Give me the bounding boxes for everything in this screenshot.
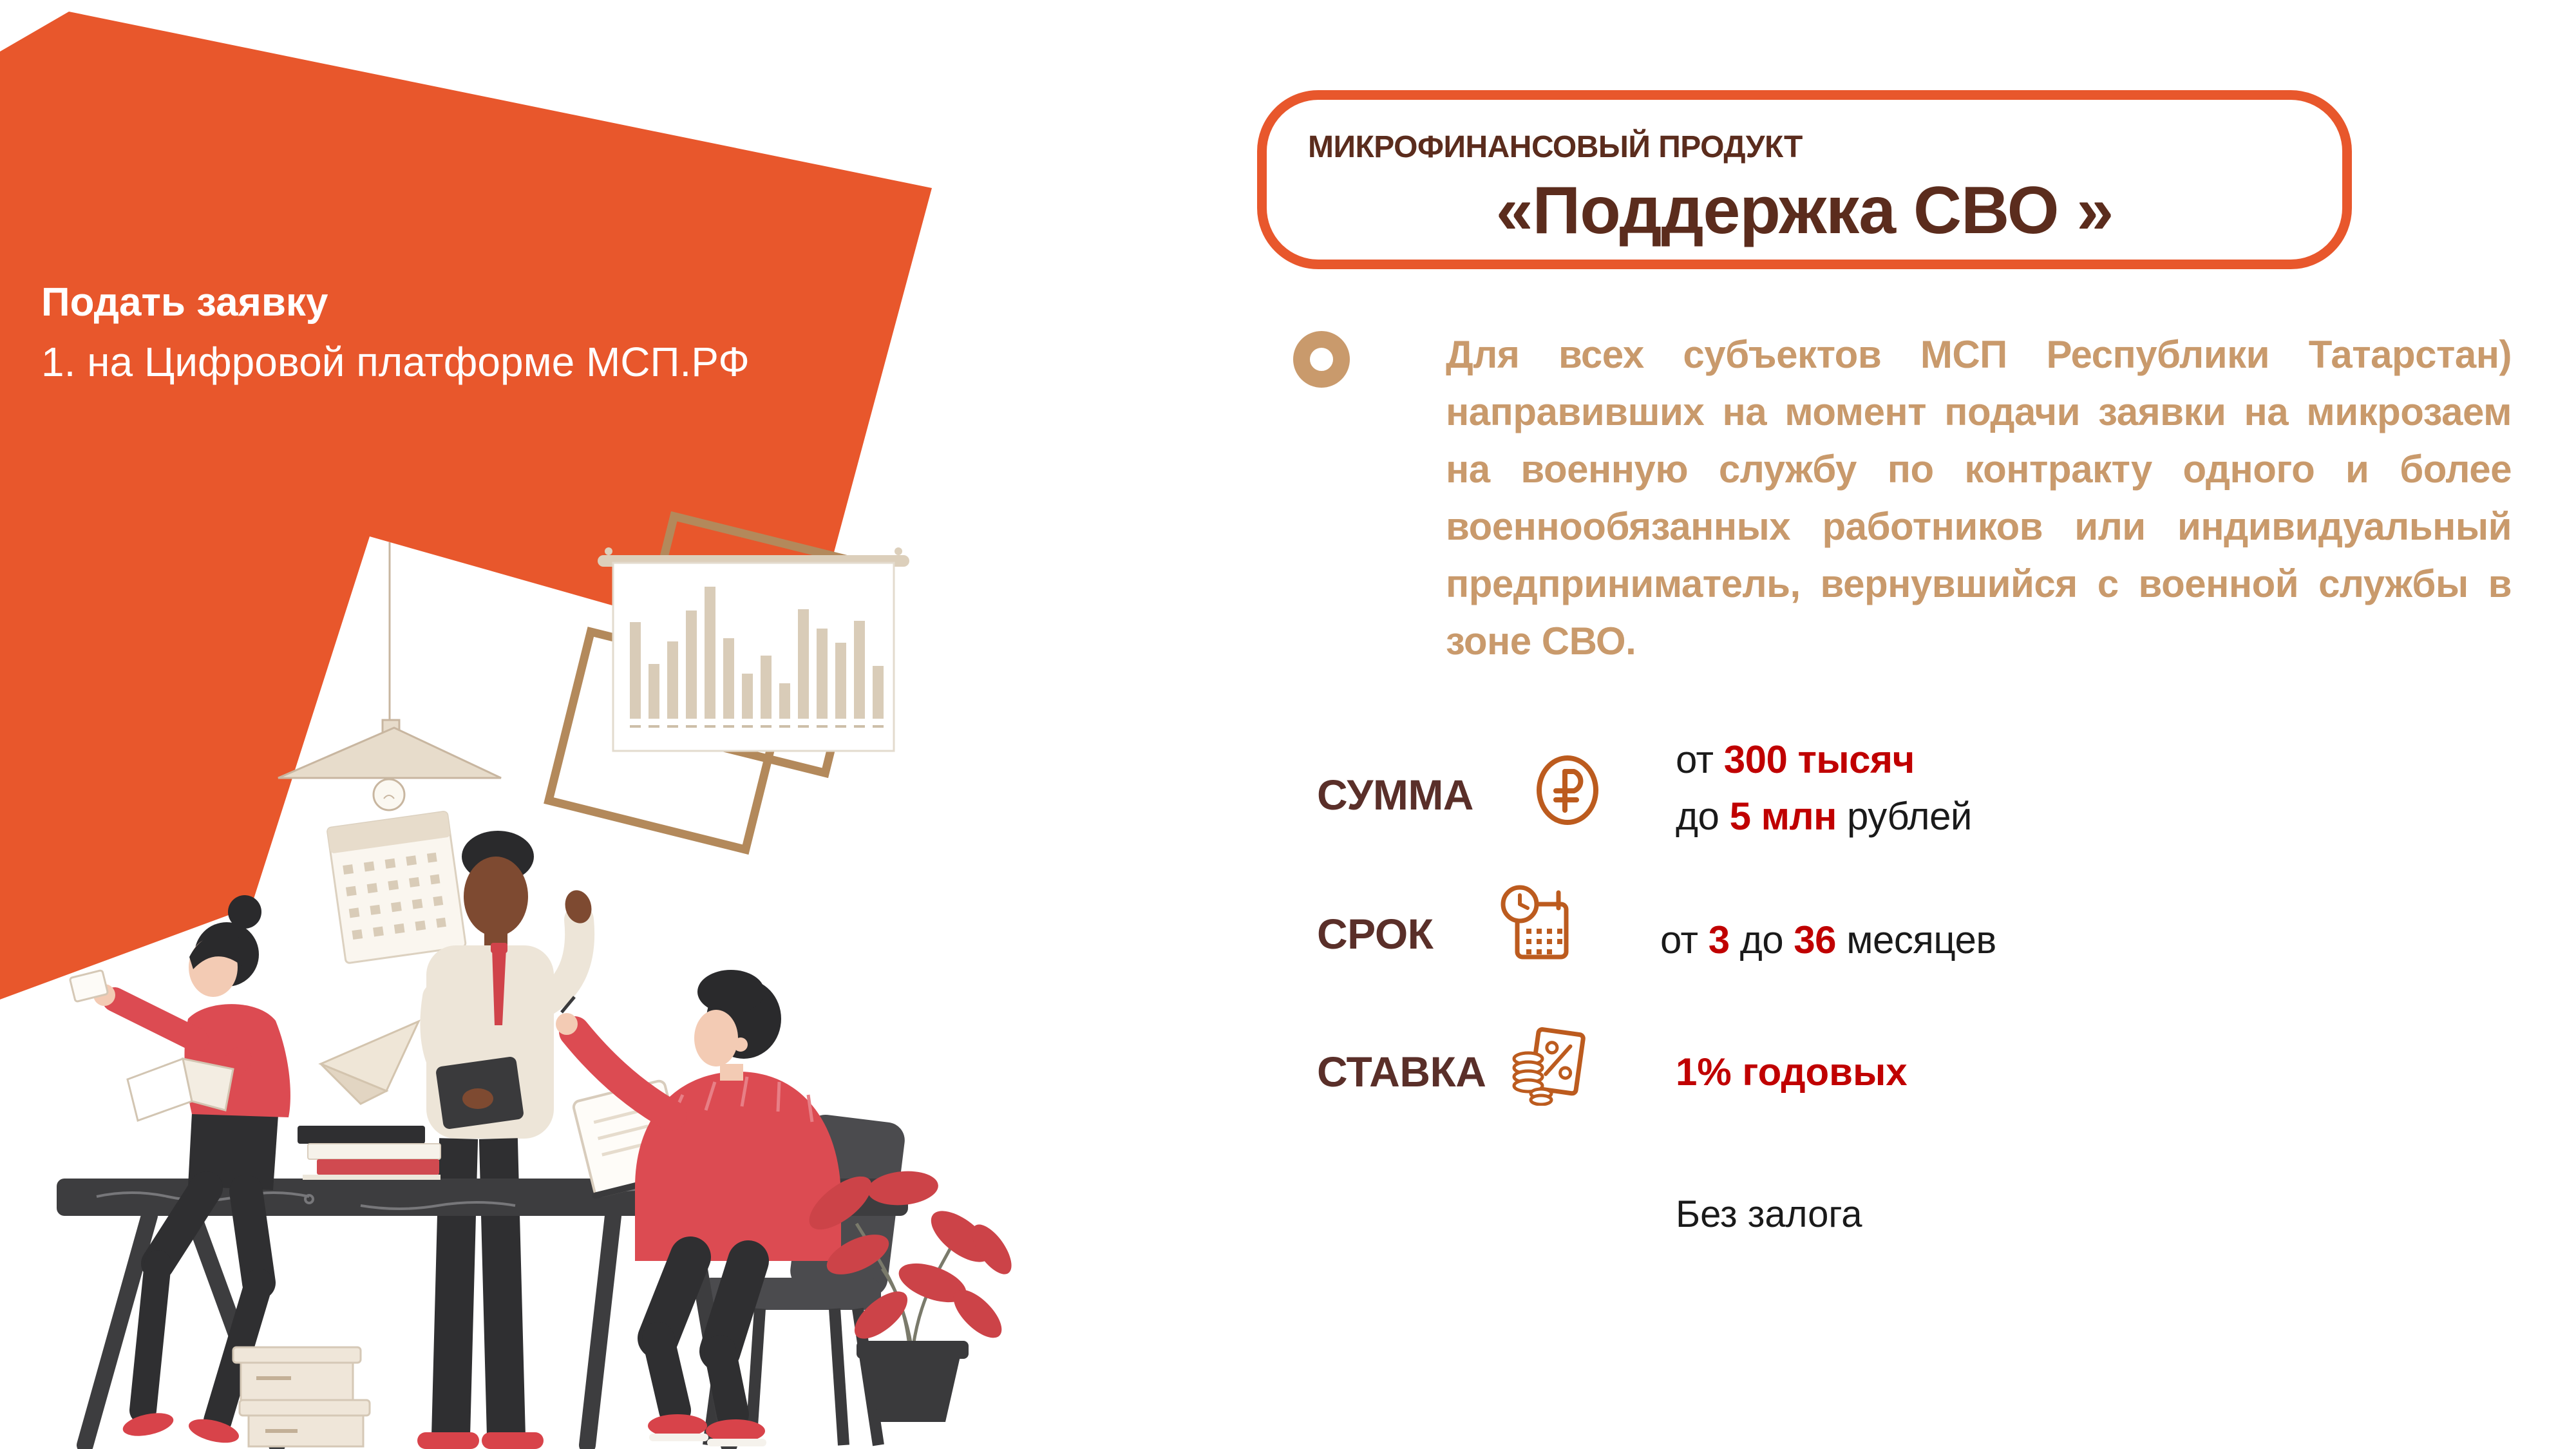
product-title: «Поддержка СВО » [1495,173,2114,248]
sum-amount-from: 300 тысяч [1723,738,1915,781]
product-kicker: МИКРОФИНАНСОВЫЙ ПРОДУКТ [1308,130,1803,164]
apply-heading: Подать заявку [41,280,328,325]
coins-percent-icon [1512,1027,1586,1106]
calendar-clock-icon [1501,885,1569,960]
plant-illustration [809,1171,1012,1422]
apply-step-1: 1. на Цифровой платформе МСП.РФ [41,339,750,385]
paper-plane-illustration [318,1019,421,1105]
apply-instructions: Подать заявку 1. на Цифровой платформе М… [41,273,750,392]
calendar-illustration [327,811,467,964]
sum-value: от 300 тысяч до 5 млн рублей [1676,732,1972,845]
period-value: от 3 до 36 месяцев [1660,918,1996,961]
rate-value: 1% годовых [1676,1050,1908,1094]
product-title-box: МИКРОФИНАНСОВЫЙ ПРОДУКТ «Поддержка СВО » [1257,90,2352,269]
period-to: 36 [1794,918,1837,961]
office-illustration [0,12,1012,1449]
bullet-marker [1293,331,1350,388]
period-from: 3 [1708,918,1730,961]
books-stack [298,1126,441,1180]
lamp-illustration [278,542,502,811]
sum-amount-to: 5 млн [1729,795,1837,838]
orange-banner-shape [0,12,932,999]
wall-chart [598,547,909,752]
storage-boxes [232,1346,371,1448]
ruble-circle-icon [1537,755,1598,825]
collateral-note: Без залога [1676,1193,1862,1235]
person-sitting-woman [69,895,290,1443]
sum-label: СУММА [1317,771,1473,819]
eligibility-description: Для всех субъектов МСП Республики Татарс… [1446,333,2512,663]
sum-line-2: до 5 млн рублей [1676,795,1972,838]
period-label: СРОК [1317,910,1434,958]
sum-line-1: от 300 тысяч [1676,738,1915,781]
rate-label: СТАВКА [1317,1048,1486,1095]
wall-chart-bars [630,587,884,728]
person-seated-man [556,970,841,1446]
